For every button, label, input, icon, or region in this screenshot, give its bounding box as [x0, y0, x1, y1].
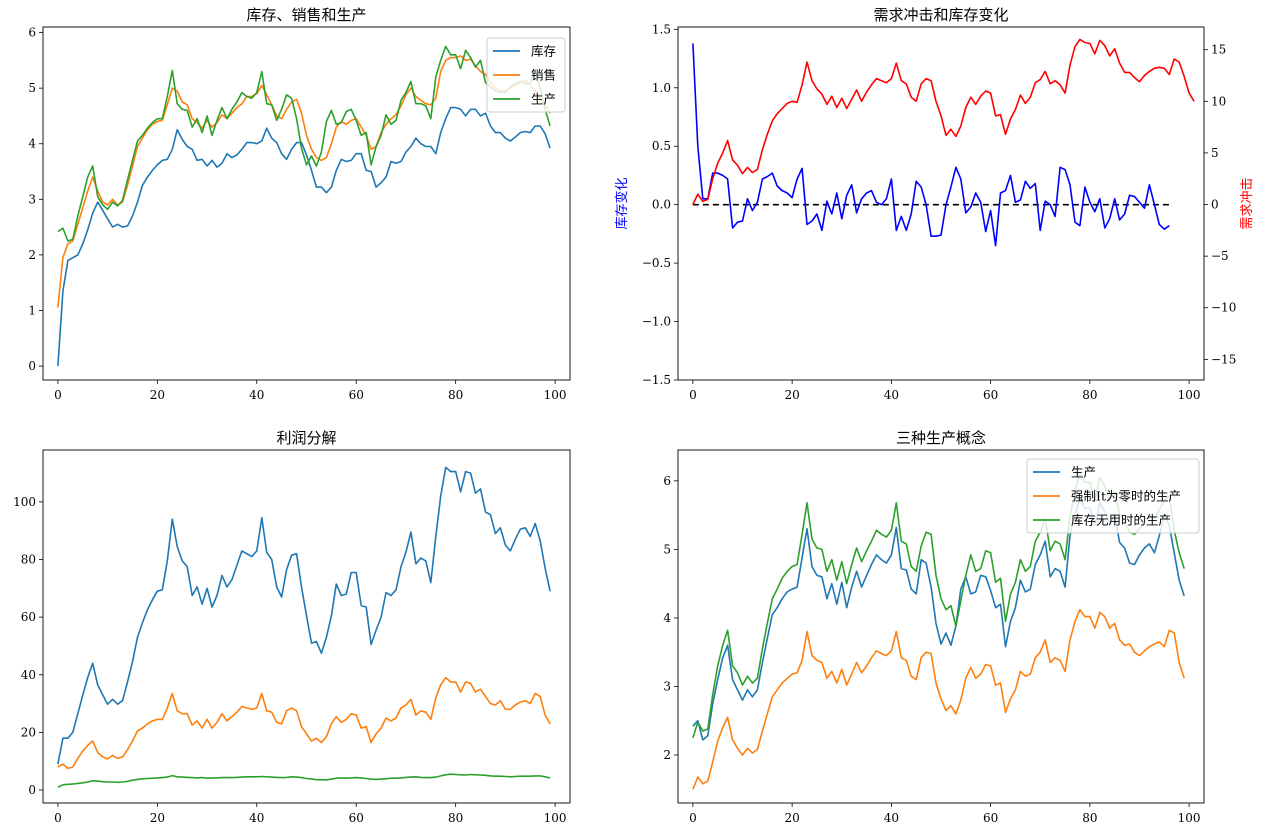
series-line-2 — [57, 55, 551, 308]
x-tick-label: 80 — [448, 811, 463, 825]
legend-label: 生产 — [1071, 465, 1096, 480]
y-tick-label: 80 — [21, 553, 36, 567]
y-tick-label: −0.5 — [642, 256, 671, 270]
y2-tick-label: −5 — [1211, 249, 1229, 263]
x-tick-label: 80 — [1082, 811, 1097, 825]
x-tick-label: 0 — [689, 811, 697, 825]
x-tick-label: 40 — [249, 388, 264, 402]
y-tick-label: 2 — [28, 248, 36, 262]
x-tick-label: 20 — [150, 811, 165, 825]
series-line-1 — [692, 497, 1185, 741]
y-tick-label: 0 — [28, 359, 36, 373]
x-tick-label: 0 — [54, 811, 62, 825]
y-tick-label: 100 — [13, 495, 36, 509]
series-line-1 — [57, 466, 551, 765]
x-tick-label: 40 — [884, 811, 899, 825]
legend-label: 生产 — [531, 92, 556, 107]
y-tick-label: 5 — [28, 81, 36, 95]
y2-tick-label: 10 — [1211, 94, 1226, 108]
y-tick-label: 1.0 — [652, 81, 671, 95]
x-tick-label: 100 — [544, 388, 567, 402]
x-tick-label: 80 — [1082, 388, 1097, 402]
y2-tick-label: 15 — [1211, 43, 1226, 57]
x-tick-label: 100 — [544, 811, 567, 825]
series-line-2 — [692, 608, 1185, 790]
chart-title: 库存、销售和生产 — [246, 6, 366, 24]
y-tick-label: 4 — [663, 611, 671, 625]
legend-label: 库存无用时的生产 — [1071, 513, 1171, 528]
x-tick-label: 20 — [784, 388, 799, 402]
series-line-1 — [57, 106, 551, 367]
legend-label: 库存 — [531, 44, 556, 59]
legend-label: 销售 — [531, 68, 556, 83]
y2-axis-label: 需求冲击 — [1240, 177, 1255, 229]
y2-tick-label: 5 — [1211, 146, 1219, 160]
y-axis-label: 库存变化 — [614, 177, 630, 229]
y-tick-label: 3 — [28, 192, 36, 206]
y-tick-label: 3 — [663, 679, 671, 693]
axes-frame — [42, 449, 571, 804]
y2-tick-label: −15 — [1211, 352, 1236, 366]
y-tick-label: 1 — [28, 304, 36, 318]
y-tick-label: 2 — [663, 748, 671, 762]
x-tick-label: 0 — [54, 388, 62, 402]
x-tick-label: 60 — [349, 811, 364, 825]
x-tick-label: 20 — [784, 811, 799, 825]
x-tick-label: 0 — [689, 388, 697, 402]
x-tick-label: 20 — [150, 388, 165, 402]
chart-title: 三种生产概念 — [896, 429, 986, 447]
y-tick-label: 6 — [663, 474, 671, 488]
y-tick-label: −1.5 — [642, 373, 671, 387]
x-tick-label: 80 — [448, 388, 463, 402]
series-line-2 — [57, 676, 551, 770]
y-tick-label: 20 — [21, 725, 36, 739]
y-tick-label: 4 — [28, 137, 36, 151]
x-tick-label: 40 — [249, 811, 264, 825]
axes-frame — [677, 449, 1205, 804]
y-tick-label: 5 — [663, 542, 671, 556]
y-tick-label: −1.0 — [642, 315, 671, 329]
chart-title: 需求冲击和库存变化 — [873, 6, 1008, 24]
y2-tick-label: 0 — [1211, 198, 1219, 212]
x-tick-label: 100 — [1178, 811, 1201, 825]
x-tick-label: 40 — [884, 388, 899, 402]
legend-box — [486, 37, 566, 113]
y-tick-label: 1.5 — [652, 22, 671, 36]
series-line-2 — [692, 38, 1195, 205]
y-tick-label: 40 — [21, 668, 36, 682]
y2-tick-label: −10 — [1211, 301, 1236, 315]
subplot-4: 三种生产概念 0 20 40 60 80 100 2 3 4 5 6 生产强制It为零时的生产库存无用时… — [663, 429, 1205, 825]
subplot-3: 利润分解 0 20 40 60 80 100 0 20 40 60 80 100 — [13, 429, 571, 825]
y-tick-label: 0 — [28, 783, 36, 797]
series-line-3 — [57, 45, 551, 242]
x-tick-label: 60 — [983, 388, 998, 402]
x-tick-label: 60 — [349, 388, 364, 402]
series-line-1 — [692, 43, 1170, 247]
x-tick-label: 100 — [1178, 388, 1201, 402]
series-line-3 — [57, 773, 551, 788]
y-tick-label: 6 — [28, 26, 36, 40]
x-tick-label: 60 — [983, 811, 998, 825]
chart-title: 利润分解 — [276, 429, 336, 447]
legend-label: 强制It为零时的生产 — [1071, 489, 1181, 504]
axes-frame — [42, 26, 571, 381]
y-tick-label: 0.5 — [652, 139, 671, 153]
legend-box — [1026, 458, 1200, 534]
y-tick-label: 60 — [21, 610, 36, 624]
y-tick-label: 0.0 — [652, 198, 671, 212]
axes-frame — [677, 26, 1205, 381]
